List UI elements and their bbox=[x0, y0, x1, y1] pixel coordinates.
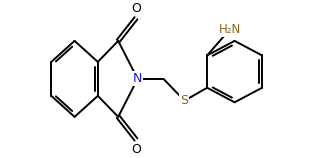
Text: S: S bbox=[181, 94, 188, 107]
Text: N: N bbox=[133, 72, 142, 85]
Text: O: O bbox=[131, 2, 141, 15]
Text: H₂N: H₂N bbox=[219, 23, 241, 36]
Text: O: O bbox=[131, 143, 141, 156]
